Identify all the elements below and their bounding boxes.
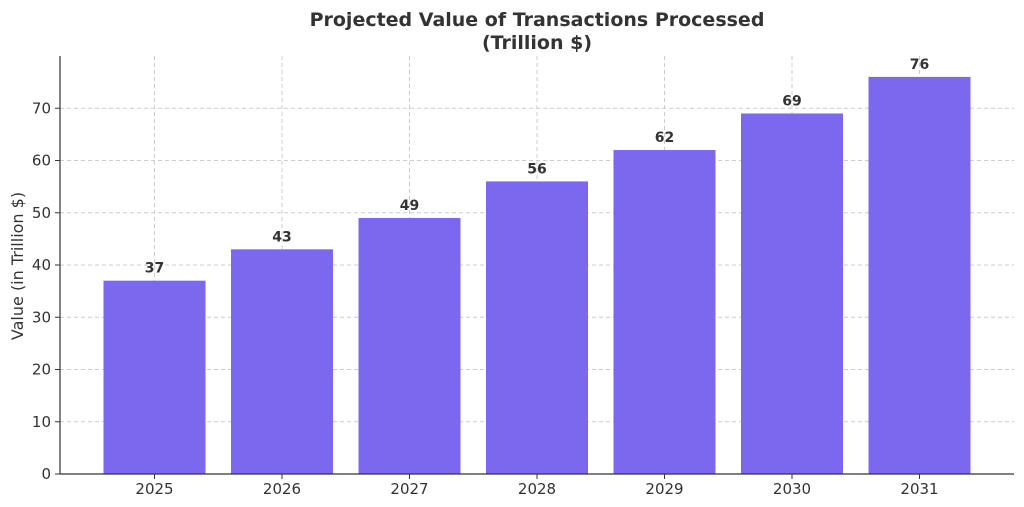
bar-2025 bbox=[103, 280, 206, 474]
y-tick-label: 30 bbox=[32, 308, 51, 326]
y-axis-label: Value (in Trillion $) bbox=[8, 192, 27, 340]
data-label: 56 bbox=[527, 161, 546, 177]
x-tick-label: 2026 bbox=[263, 480, 301, 498]
y-tick-label: 20 bbox=[32, 361, 51, 379]
bar-2031 bbox=[868, 76, 971, 475]
data-label: 49 bbox=[400, 198, 419, 214]
axes bbox=[55, 56, 1014, 479]
data-label: 37 bbox=[145, 261, 164, 277]
y-tick-label: 70 bbox=[32, 99, 51, 117]
y-tick-label: 50 bbox=[32, 204, 51, 222]
x-tick-label: 2025 bbox=[135, 480, 173, 498]
y-tick-label: 60 bbox=[32, 152, 51, 170]
x-tick-label: 2028 bbox=[518, 480, 556, 498]
data-label: 69 bbox=[782, 93, 801, 109]
x-tick-label: 2029 bbox=[645, 480, 683, 498]
chart-title: Projected Value of Transactions Processe… bbox=[310, 9, 765, 54]
data-label: 43 bbox=[272, 229, 291, 245]
data-label: 76 bbox=[910, 57, 929, 73]
bars bbox=[103, 76, 971, 475]
y-tick-label: 10 bbox=[32, 413, 51, 431]
y-tick-label: 40 bbox=[32, 256, 51, 274]
bar-2029 bbox=[613, 150, 716, 475]
bar-2030 bbox=[741, 113, 843, 474]
data-label: 62 bbox=[655, 130, 674, 146]
x-tick-label: 2027 bbox=[390, 480, 428, 498]
chart-title-line-1: Projected Value of Transactions Processe… bbox=[310, 9, 765, 31]
x-tick-label: 2030 bbox=[773, 480, 811, 498]
chart-title-line-2: (Trillion $) bbox=[482, 32, 592, 54]
bar-2026 bbox=[231, 249, 333, 474]
x-tick-label: 2031 bbox=[900, 480, 938, 498]
bar-2028 bbox=[486, 181, 588, 474]
y-tick-label: 0 bbox=[41, 465, 51, 483]
bar-2027 bbox=[358, 217, 461, 474]
